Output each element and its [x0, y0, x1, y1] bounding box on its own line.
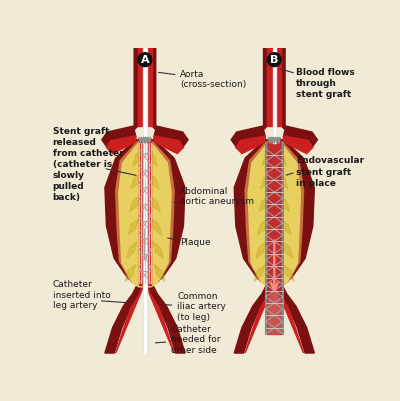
Polygon shape — [130, 195, 140, 212]
Polygon shape — [262, 149, 273, 166]
Polygon shape — [279, 195, 290, 212]
Text: Aorta
(cross-section): Aorta (cross-section) — [158, 70, 247, 89]
Text: Plaque: Plaque — [168, 238, 211, 247]
Polygon shape — [236, 136, 265, 154]
Polygon shape — [153, 241, 164, 258]
Polygon shape — [144, 48, 146, 353]
Polygon shape — [116, 283, 145, 353]
Polygon shape — [281, 48, 285, 130]
Text: Abdominal
aortic aneurysm: Abdominal aortic aneurysm — [174, 187, 254, 207]
Polygon shape — [146, 149, 157, 166]
Polygon shape — [143, 48, 147, 353]
Polygon shape — [276, 149, 287, 166]
Polygon shape — [267, 48, 281, 126]
Text: Catheter
inserted into
leg artery: Catheter inserted into leg artery — [52, 280, 110, 310]
Polygon shape — [260, 172, 271, 189]
Polygon shape — [119, 143, 171, 287]
Text: Stent graft
released
from catheter
(catheter is
slowly
pulled
back): Stent graft released from catheter (cath… — [52, 127, 123, 202]
Polygon shape — [154, 265, 165, 282]
Polygon shape — [102, 126, 136, 148]
Polygon shape — [256, 241, 267, 258]
Polygon shape — [277, 172, 288, 189]
Polygon shape — [274, 283, 314, 353]
Text: Endovascular
stent graft
in place: Endovascular stent graft in place — [296, 156, 364, 188]
Polygon shape — [145, 283, 185, 353]
Polygon shape — [133, 149, 144, 166]
Polygon shape — [139, 141, 151, 285]
Polygon shape — [274, 48, 275, 143]
Text: B: B — [270, 55, 278, 65]
Polygon shape — [257, 218, 268, 235]
Polygon shape — [151, 218, 162, 235]
Polygon shape — [280, 218, 291, 235]
Polygon shape — [148, 172, 159, 189]
Text: A: A — [141, 55, 149, 65]
Circle shape — [138, 53, 152, 67]
Polygon shape — [268, 141, 280, 285]
Polygon shape — [259, 195, 270, 212]
Polygon shape — [131, 172, 142, 189]
Polygon shape — [126, 241, 137, 258]
Polygon shape — [254, 265, 265, 282]
Polygon shape — [106, 136, 136, 154]
Polygon shape — [267, 143, 282, 334]
Polygon shape — [125, 265, 136, 282]
Polygon shape — [264, 48, 267, 130]
Polygon shape — [145, 283, 174, 353]
Polygon shape — [138, 48, 152, 126]
Polygon shape — [234, 283, 274, 353]
Text: Blood flows
through
stent graft: Blood flows through stent graft — [296, 68, 355, 99]
Polygon shape — [245, 141, 304, 285]
Polygon shape — [234, 140, 314, 283]
Polygon shape — [134, 48, 138, 130]
Text: Catheter
needed for
other side: Catheter needed for other side — [156, 325, 221, 355]
Polygon shape — [128, 218, 139, 235]
Polygon shape — [152, 48, 156, 130]
Polygon shape — [231, 126, 265, 148]
Polygon shape — [150, 195, 160, 212]
Polygon shape — [273, 48, 276, 143]
Polygon shape — [105, 283, 145, 353]
Text: Common
iliac artery
(to leg): Common iliac artery (to leg) — [166, 292, 226, 322]
Polygon shape — [105, 140, 185, 283]
Polygon shape — [245, 283, 274, 353]
Polygon shape — [282, 241, 293, 258]
Polygon shape — [284, 265, 294, 282]
Polygon shape — [284, 136, 313, 154]
Polygon shape — [154, 126, 188, 148]
Polygon shape — [116, 141, 174, 285]
Polygon shape — [154, 136, 184, 154]
Circle shape — [267, 53, 281, 67]
Polygon shape — [248, 143, 300, 287]
Polygon shape — [284, 126, 318, 148]
Polygon shape — [274, 283, 304, 353]
